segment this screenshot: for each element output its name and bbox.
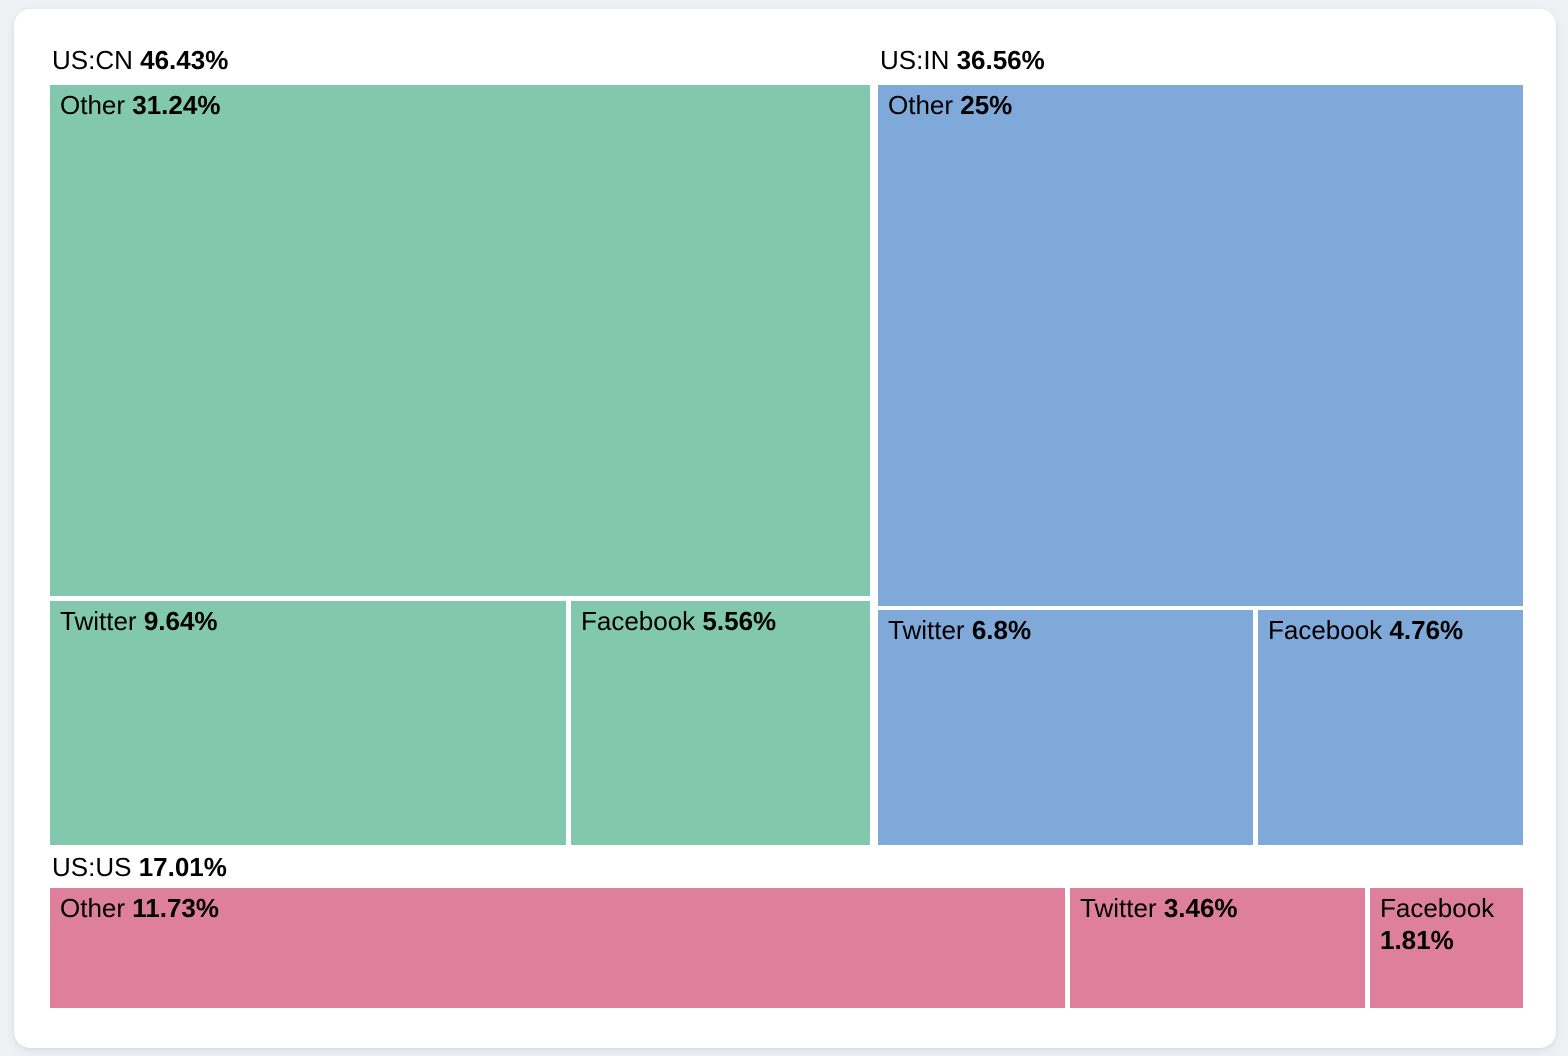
treemap-tile-us-us-twitter[interactable]: Twitter 3.46% bbox=[1070, 888, 1365, 1008]
group-label-us-cn: US:CN 46.43% bbox=[52, 46, 228, 75]
treemap-tile-us-in-other[interactable]: Other 25% bbox=[878, 85, 1523, 606]
tile-label: Facebook bbox=[581, 606, 696, 636]
tile-label: Twitter bbox=[888, 615, 965, 645]
group-value: 36.56% bbox=[956, 45, 1045, 75]
tile-label: Other bbox=[60, 90, 126, 120]
treemap-tile-us-cn-facebook[interactable]: Facebook 5.56% bbox=[571, 601, 870, 845]
group-name: US:CN bbox=[52, 45, 133, 75]
treemap-tile-us-cn-other[interactable]: Other 31.24% bbox=[50, 85, 870, 596]
tile-value: 5.56% bbox=[702, 606, 777, 636]
group-value: 46.43% bbox=[140, 45, 229, 75]
tile-value: 11.73% bbox=[132, 893, 220, 923]
tile-value: 31.24% bbox=[132, 90, 221, 120]
treemap-tile-us-in-facebook[interactable]: Facebook 4.76% bbox=[1258, 610, 1523, 845]
treemap-tile-us-us-other[interactable]: Other 11.73% bbox=[50, 888, 1065, 1008]
group-name: US:IN bbox=[880, 45, 950, 75]
treemap-tile-us-in-twitter[interactable]: Twitter 6.8% bbox=[878, 610, 1253, 845]
treemap-chart: US:CN 46.43% Other 31.24% Twitter 9.64% … bbox=[14, 9, 1556, 1048]
tile-value: 4.76% bbox=[1389, 615, 1464, 645]
treemap-tile-us-us-facebook[interactable]: Facebook 1.81% bbox=[1370, 888, 1523, 1008]
tile-value: 6.8% bbox=[971, 615, 1032, 645]
group-value: 17.01% bbox=[138, 852, 227, 882]
tile-label: Facebook bbox=[1268, 615, 1383, 645]
tile-label: Facebook bbox=[1380, 893, 1495, 923]
tile-label: Other bbox=[60, 893, 126, 923]
tile-value: 9.64% bbox=[143, 606, 218, 636]
group-name: US:US bbox=[52, 852, 132, 882]
tile-value: 3.46% bbox=[1163, 893, 1238, 923]
tile-value: 1.81% bbox=[1380, 924, 1454, 955]
tile-label: Twitter bbox=[1080, 893, 1157, 923]
group-label-us-us: US:US 17.01% bbox=[52, 853, 227, 882]
tile-label: Other bbox=[888, 90, 954, 120]
tile-label: Twitter bbox=[60, 606, 137, 636]
group-label-us-in: US:IN 36.56% bbox=[880, 46, 1045, 75]
tile-value: 25% bbox=[960, 90, 1013, 120]
treemap-card: US:CN 46.43% Other 31.24% Twitter 9.64% … bbox=[14, 9, 1556, 1048]
treemap-tile-us-cn-twitter[interactable]: Twitter 9.64% bbox=[50, 601, 566, 845]
